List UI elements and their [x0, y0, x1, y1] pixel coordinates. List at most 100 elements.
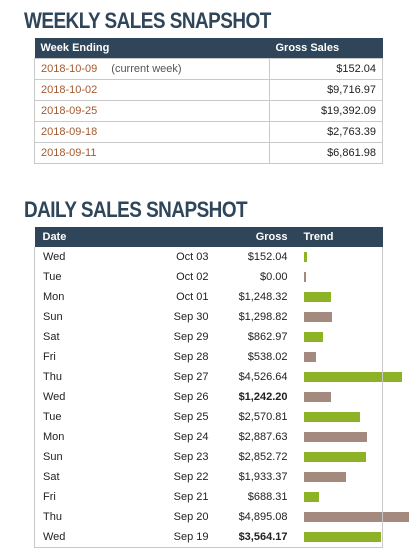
week-ending-date: 2018-09-25 [41, 105, 98, 117]
gross-cell: $1,298.82 [238, 311, 288, 323]
date-cell: Oct 01 [176, 291, 209, 303]
trend-bar [303, 272, 306, 282]
week-ending-date: 2018-09-11 [41, 147, 97, 159]
week-ending-cell: 2018-09-18 [34, 121, 270, 143]
date-cell: Sep 19 [173, 531, 209, 543]
daily-row: Tue Oct 02 $0.00 [35, 267, 383, 287]
daily-row: Sun Sep 23 $2,852.72 [35, 447, 383, 467]
week-ending-date: 2018-09-18 [41, 126, 98, 138]
gross-sales-cell: $6,861.98 [269, 142, 383, 164]
day-cell: Fri [43, 351, 56, 363]
gross-header: Gross [208, 227, 296, 247]
date-cell: Sep 21 [173, 491, 209, 503]
date-cell: Sep 27 [173, 371, 209, 383]
trend-cell [296, 487, 383, 507]
day-cell: Sun [43, 451, 63, 463]
day-cell: Fri [43, 491, 56, 503]
gross-sales-cell: $19,392.09 [269, 100, 383, 122]
trend-bar [303, 352, 316, 362]
daily-row: Thu Sep 27 $4,526.64 [35, 367, 402, 387]
gross-sales-header: Gross Sales [269, 38, 383, 59]
trend-header: Trend [295, 227, 383, 247]
trend-bar [303, 512, 409, 522]
date-cell: Sep 20 [173, 511, 209, 523]
daily-row: Tue Sep 25 $2,570.81 [35, 407, 383, 427]
trend-cell [296, 347, 383, 367]
trend-cell [296, 287, 383, 307]
trend-bar [303, 432, 367, 442]
trend-cell [296, 267, 383, 287]
trend-cell [296, 427, 383, 447]
weekly-sales-table: Week Ending Gross Sales 2018-10-09 (curre… [34, 38, 383, 164]
day-cell: Wed [43, 251, 66, 263]
date-cell: Sep 26 [173, 391, 209, 403]
trend-bar [303, 472, 346, 482]
trend-bar [303, 532, 381, 542]
weekly-header-row: Week Ending Gross Sales [34, 38, 383, 59]
day-cell: Wed [43, 391, 66, 403]
gross-cell: $0.00 [259, 271, 288, 283]
week-ending-date: 2018-10-09 [41, 63, 98, 75]
date-cell: Sep 25 [173, 411, 209, 423]
daily-sales-heading: DAILY SALES SNAPSHOT [24, 197, 248, 222]
trend-cell [296, 467, 383, 487]
weekly-row: 2018-09-11 $6,861.98 [34, 142, 383, 164]
day-cell: Sat [43, 331, 60, 343]
trend-cell [296, 247, 383, 267]
trend-cell [296, 327, 383, 347]
date-cell: Sep 28 [173, 351, 209, 363]
date-header: Date [34, 227, 209, 247]
trend-cell [296, 387, 383, 407]
date-cell: Sep 24 [173, 431, 209, 443]
day-cell: Sat [43, 471, 60, 483]
trend-cell [296, 507, 409, 527]
trend-bar [303, 252, 307, 262]
day-cell: Tue [43, 271, 62, 283]
day-cell: Sun [43, 311, 63, 323]
trend-cell [296, 447, 383, 467]
daily-header-row: Date Gross Trend [34, 227, 383, 247]
daily-row: Sat Sep 22 $1,933.37 [35, 467, 383, 487]
weekly-row: 2018-10-09 (current week) $152.04 [34, 58, 383, 80]
week-ending-cell: 2018-09-11 [34, 142, 270, 164]
date-cell: Sep 22 [173, 471, 209, 483]
current-week-note: (current week) [111, 63, 182, 75]
weekly-row: 2018-09-25 $19,392.09 [34, 100, 383, 122]
gross-cell: $4,526.64 [238, 371, 288, 383]
trend-bar [303, 312, 332, 322]
day-cell: Mon [43, 291, 65, 303]
date-cell: Sep 29 [173, 331, 209, 343]
trend-bar [303, 372, 402, 382]
week-ending-cell: 2018-09-25 [34, 100, 270, 122]
gross-cell: $1,242.20 [238, 391, 288, 403]
daily-row: Wed Sep 26 $1,242.20 [35, 387, 383, 407]
gross-cell: $2,570.81 [238, 411, 288, 423]
daily-row: Sat Sep 29 $862.97 [35, 327, 383, 347]
day-cell: Thu [43, 511, 62, 523]
gross-cell: $2,852.72 [238, 451, 288, 463]
gross-cell: $862.97 [247, 331, 288, 343]
gross-cell: $1,248.32 [238, 291, 288, 303]
week-ending-cell: 2018-10-09 (current week) [34, 58, 270, 80]
trend-bar [303, 392, 331, 402]
gross-cell: $2,887.63 [238, 431, 288, 443]
weekly-row: 2018-10-02 $9,716.97 [34, 79, 383, 101]
week-ending-cell: 2018-10-02 [34, 79, 270, 101]
trend-bar [303, 292, 331, 302]
trend-bar [303, 412, 360, 422]
gross-cell: $1,933.37 [238, 471, 288, 483]
week-ending-date: 2018-10-02 [41, 84, 98, 96]
daily-row: Wed Oct 03 $152.04 [35, 247, 383, 267]
date-cell: Sep 23 [173, 451, 209, 463]
gross-cell: $538.02 [247, 351, 288, 363]
trend-cell [296, 367, 402, 387]
daily-row: Thu Sep 20 $4,895.08 [35, 507, 409, 527]
date-cell: Oct 02 [176, 271, 209, 283]
gross-cell: $4,895.08 [238, 511, 288, 523]
weekly-row: 2018-09-18 $2,763.39 [34, 121, 383, 143]
trend-cell [296, 407, 383, 427]
daily-row: Wed Sep 19 $3,564.17 [35, 527, 383, 548]
daily-row: Mon Oct 01 $1,248.32 [35, 287, 383, 307]
gross-sales-cell: $2,763.39 [269, 121, 383, 143]
weekly-sales-heading: WEEKLY SALES SNAPSHOT [24, 8, 271, 33]
